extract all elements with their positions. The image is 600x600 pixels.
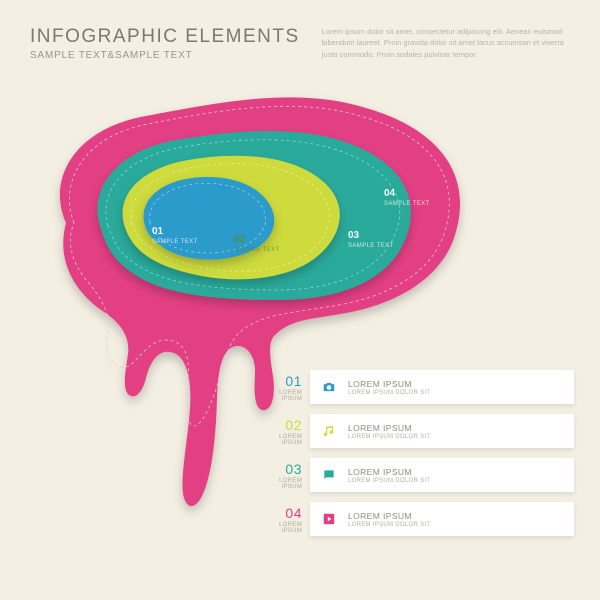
row-index: 03LOREM IPSUM bbox=[274, 461, 302, 490]
row-index-sub: LOREM IPSUM bbox=[274, 390, 302, 402]
row-title: LOREM IPSUM bbox=[348, 423, 430, 433]
row-sub: LOREM IPSUM DOLOR SIT bbox=[348, 390, 430, 396]
row-index: 04LOREM IPSUM bbox=[274, 505, 302, 534]
row-card: LOREM IPSUMLOREM IPSUM DOLOR SIT bbox=[310, 414, 574, 448]
row-sub: LOREM IPSUM DOLOR SIT bbox=[348, 478, 430, 484]
list-row: 04LOREM IPSUMLOREM IPSUMLOREM IPSUM DOLO… bbox=[274, 502, 574, 536]
row-index: 02LOREM IPSUM bbox=[274, 417, 302, 446]
row-sub: LOREM IPSUM DOLOR SIT bbox=[348, 522, 430, 528]
list-row: 01LOREM IPSUMLOREM IPSUMLOREM IPSUM DOLO… bbox=[274, 370, 574, 404]
intro-text: Lorem ipsum dolor sit amet, consectetur … bbox=[322, 26, 570, 60]
header: INFOGRAPHIC ELEMENTS SAMPLE TEXT&SAMPLE … bbox=[30, 26, 570, 61]
svg-text:SAMPLE TEXT: SAMPLE TEXT bbox=[234, 247, 280, 253]
row-index-sub: LOREM IPSUM bbox=[274, 434, 302, 446]
row-text: LOREM IPSUMLOREM IPSUM DOLOR SIT bbox=[348, 511, 430, 528]
row-title: LOREM IPSUM bbox=[348, 379, 430, 389]
svg-text:04: 04 bbox=[384, 188, 396, 199]
row-card: LOREM IPSUMLOREM IPSUM DOLOR SIT bbox=[310, 502, 574, 536]
svg-text:03: 03 bbox=[348, 230, 360, 241]
play-icon bbox=[320, 510, 338, 528]
row-text: LOREM IPSUMLOREM IPSUM DOLOR SIT bbox=[348, 467, 430, 484]
row-title: LOREM IPSUM bbox=[348, 511, 430, 521]
row-sub: LOREM IPSUM DOLOR SIT bbox=[348, 434, 430, 440]
svg-text:SAMPLE TEXT: SAMPLE TEXT bbox=[152, 239, 198, 245]
svg-text:SAMPLE TEXT: SAMPLE TEXT bbox=[384, 201, 430, 207]
list-row: 02LOREM IPSUMLOREM IPSUMLOREM IPSUM DOLO… bbox=[274, 414, 574, 448]
camera-icon bbox=[320, 378, 338, 396]
row-title: LOREM IPSUM bbox=[348, 467, 430, 477]
row-card: LOREM IPSUMLOREM IPSUM DOLOR SIT bbox=[310, 458, 574, 492]
svg-text:02: 02 bbox=[234, 234, 246, 245]
page-subtitle: SAMPLE TEXT&SAMPLE TEXT bbox=[30, 50, 300, 61]
row-index-sub: LOREM IPSUM bbox=[274, 522, 302, 534]
row-text: LOREM IPSUMLOREM IPSUM DOLOR SIT bbox=[348, 379, 430, 396]
music-icon bbox=[320, 422, 338, 440]
info-list: 01LOREM IPSUMLOREM IPSUMLOREM IPSUM DOLO… bbox=[274, 370, 574, 546]
chat-icon bbox=[320, 466, 338, 484]
row-index-sub: LOREM IPSUM bbox=[274, 478, 302, 490]
svg-text:01: 01 bbox=[152, 226, 164, 237]
list-row: 03LOREM IPSUMLOREM IPSUMLOREM IPSUM DOLO… bbox=[274, 458, 574, 492]
svg-text:SAMPLE TEXT: SAMPLE TEXT bbox=[348, 243, 394, 249]
row-text: LOREM IPSUMLOREM IPSUM DOLOR SIT bbox=[348, 423, 430, 440]
row-index: 01LOREM IPSUM bbox=[274, 373, 302, 402]
page-title: INFOGRAPHIC ELEMENTS bbox=[30, 26, 300, 48]
row-card: LOREM IPSUMLOREM IPSUM DOLOR SIT bbox=[310, 370, 574, 404]
